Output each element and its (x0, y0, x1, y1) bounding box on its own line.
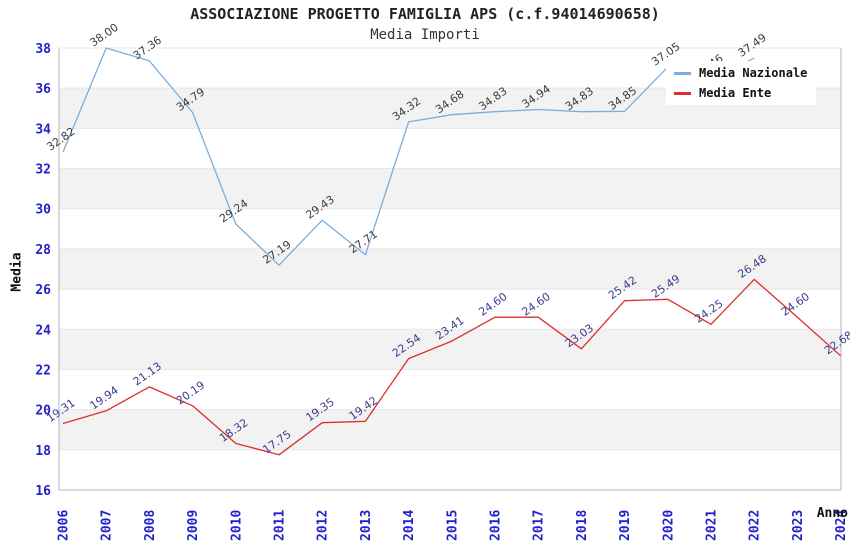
x-tick-label: 2015 (445, 510, 460, 541)
value-label: 38.00 (88, 21, 121, 50)
x-tick-label: 2022 (748, 510, 763, 541)
chart-title: ASSOCIAZIONE PROGETTO FAMIGLIA APS (c.f.… (190, 5, 660, 23)
y-tick-label: 24 (35, 323, 51, 338)
x-axis-title: Anno (816, 506, 848, 521)
x-tick-label: 2018 (575, 510, 590, 541)
x-tick-label: 2016 (489, 510, 504, 541)
media-ente-line (62, 278, 842, 456)
media-ente-line-icon (674, 91, 691, 95)
legend-item-media-nazionale: Media Nazionale (674, 66, 808, 80)
chart-subtitle: Media Importi (370, 27, 480, 43)
x-tick-label: 2019 (618, 510, 633, 541)
y-tick-label: 34 (35, 122, 51, 137)
value-label: 20.19 (174, 379, 207, 408)
y-axis-tick-labels: 16 18 20 22 24 26 28 30 32 34 36 38 (35, 42, 51, 499)
y-tick-label: 28 (35, 243, 51, 258)
x-tick-label: 2007 (100, 510, 115, 541)
x-tick-label: 2024 (834, 510, 849, 541)
x-tick-label: 2020 (661, 510, 676, 541)
legend: Media Nazionale Media Ente (666, 61, 816, 105)
y-tick-label: 22 (35, 363, 51, 378)
value-label: 24.60 (520, 290, 553, 319)
x-tick-label: 2006 (57, 510, 72, 541)
x-tick-label: 2009 (186, 510, 201, 541)
y-axis-title: Media (9, 252, 25, 292)
x-tick-label: 2021 (705, 510, 720, 541)
x-axis-tick-labels: 2006 2007 2008 2009 2010 2011 2012 2013 2014 2015… (57, 510, 850, 541)
x-tick-label: 2017 (532, 510, 547, 541)
x-tick-label: 2014 (402, 510, 417, 541)
value-label: 24.25 (692, 297, 725, 326)
x-tick-label: 2008 (143, 510, 158, 541)
media-nazionale-line (62, 47, 755, 266)
x-tick-label: 2010 (229, 510, 244, 541)
y-tick-label: 18 (35, 444, 51, 459)
y-tick-label: 30 (35, 203, 51, 218)
y-tick-label: 26 (35, 283, 51, 298)
y-tick-label: 20 (35, 404, 51, 419)
background-bands (59, 88, 841, 450)
y-tick-label: 16 (35, 484, 51, 499)
x-tick-label: 2012 (316, 510, 331, 541)
y-tick-label: 36 (35, 82, 51, 97)
y-tick-label: 38 (35, 42, 51, 57)
value-label: 19.94 (88, 384, 121, 413)
x-tick-label: 2023 (791, 510, 806, 541)
value-label: 37.49 (736, 31, 769, 60)
axis-spines (58, 47, 842, 491)
media-nazionale-line-icon (674, 71, 691, 75)
value-label: 24.60 (476, 290, 509, 319)
value-label: 24.60 (779, 290, 812, 319)
x-tick-label: 2013 (359, 510, 374, 541)
legend-item-media-ente: Media Ente (674, 86, 808, 100)
legend-label-media-ente: Media Ente (699, 86, 772, 100)
legend-label-media-nazionale: Media Nazionale (699, 66, 808, 80)
y-tick-label: 32 (35, 163, 51, 178)
x-tick-label: 2011 (273, 510, 288, 541)
